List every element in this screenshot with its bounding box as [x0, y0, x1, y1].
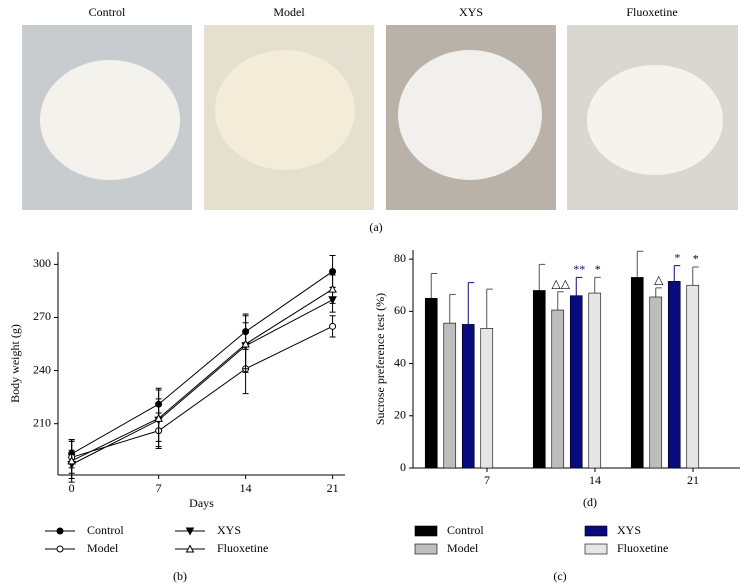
y-tick-label: 0 — [400, 460, 406, 474]
bar — [686, 284, 700, 469]
legend-swatch — [414, 525, 438, 537]
bar — [630, 277, 644, 469]
bar — [649, 296, 663, 469]
error-bar — [594, 276, 601, 294]
legend-swatch — [414, 543, 438, 555]
point — [329, 322, 337, 330]
error-bar — [538, 263, 546, 291]
x-tick-label: 7 — [484, 473, 490, 487]
rat — [587, 65, 723, 175]
legend-swatch — [584, 543, 608, 555]
line — [71, 288, 333, 462]
error-bar — [430, 272, 438, 299]
bar — [588, 292, 602, 469]
error-bar — [575, 276, 583, 296]
error-bar — [449, 293, 456, 324]
line — [71, 325, 333, 458]
x-axis-label: Days — [189, 496, 214, 510]
bar — [667, 281, 681, 469]
legend-label: Model — [447, 541, 479, 555]
significance: * — [674, 250, 680, 264]
error-bar — [486, 288, 493, 329]
photo-label: XYS — [459, 5, 483, 19]
x-tick-label: 14 — [240, 481, 252, 495]
legend-label: Control — [447, 523, 484, 537]
error-bar — [636, 250, 644, 278]
error-bar — [655, 287, 662, 297]
significance: △△ — [552, 277, 571, 291]
point — [185, 544, 195, 553]
y-tick-label: 80 — [394, 251, 406, 265]
x-tick-label: 21 — [687, 473, 699, 487]
caption: (c) — [553, 569, 566, 583]
y-tick-label: 60 — [394, 303, 406, 317]
line — [71, 299, 333, 465]
legend-label: Fluoxetine — [617, 541, 668, 555]
significance: * — [693, 252, 699, 266]
bar — [569, 295, 583, 469]
y-axis-label: Body weight (g) — [8, 324, 22, 403]
significance: ** — [573, 262, 585, 276]
y-tick-label: 210 — [33, 415, 51, 429]
y-tick-label: 240 — [33, 362, 51, 376]
bar — [480, 328, 494, 469]
photo-label: Model — [273, 5, 305, 19]
legend-label: XYS — [217, 523, 241, 537]
rat — [40, 60, 180, 180]
point — [67, 456, 77, 465]
bar — [461, 324, 475, 469]
significance: △ — [654, 273, 664, 287]
rat — [398, 50, 542, 180]
photo-label: Control — [89, 5, 126, 19]
legend-label: Model — [87, 541, 119, 555]
x-tick-label: 14 — [589, 473, 601, 487]
caption: (b) — [173, 569, 187, 583]
bar — [443, 322, 457, 469]
point — [241, 339, 250, 348]
legend-label: XYS — [617, 523, 641, 537]
error-bar — [692, 266, 699, 286]
x-tick-label: 0 — [69, 481, 75, 495]
bar — [551, 309, 565, 469]
photo-label: Fluoxetine — [626, 5, 677, 19]
rat — [215, 50, 355, 170]
point — [328, 284, 337, 293]
point — [56, 545, 64, 553]
significance: * — [595, 262, 601, 276]
caption: (a) — [369, 220, 382, 234]
bar — [424, 297, 438, 469]
y-tick-label: 20 — [394, 408, 406, 422]
x-tick-label: 21 — [327, 481, 339, 495]
y-tick-label: 40 — [394, 355, 406, 369]
point — [329, 267, 337, 275]
line — [71, 271, 333, 455]
point — [154, 413, 163, 422]
error-bar — [467, 282, 475, 325]
legend-swatch — [584, 525, 608, 537]
bar — [532, 290, 546, 469]
photos — [22, 25, 738, 210]
y-axis-label: Sucrose preference test (%) — [373, 293, 387, 425]
point — [56, 527, 64, 535]
y-tick-label: 270 — [33, 309, 51, 323]
point — [185, 527, 195, 536]
error-bar — [557, 291, 564, 311]
error-bar — [673, 265, 681, 282]
legend-label: Control — [87, 523, 124, 537]
legend-label: Fluoxetine — [217, 541, 268, 555]
x-tick-label: 7 — [156, 481, 162, 495]
x-axis-label: (d) — [583, 495, 597, 509]
y-tick-label: 300 — [33, 256, 51, 270]
